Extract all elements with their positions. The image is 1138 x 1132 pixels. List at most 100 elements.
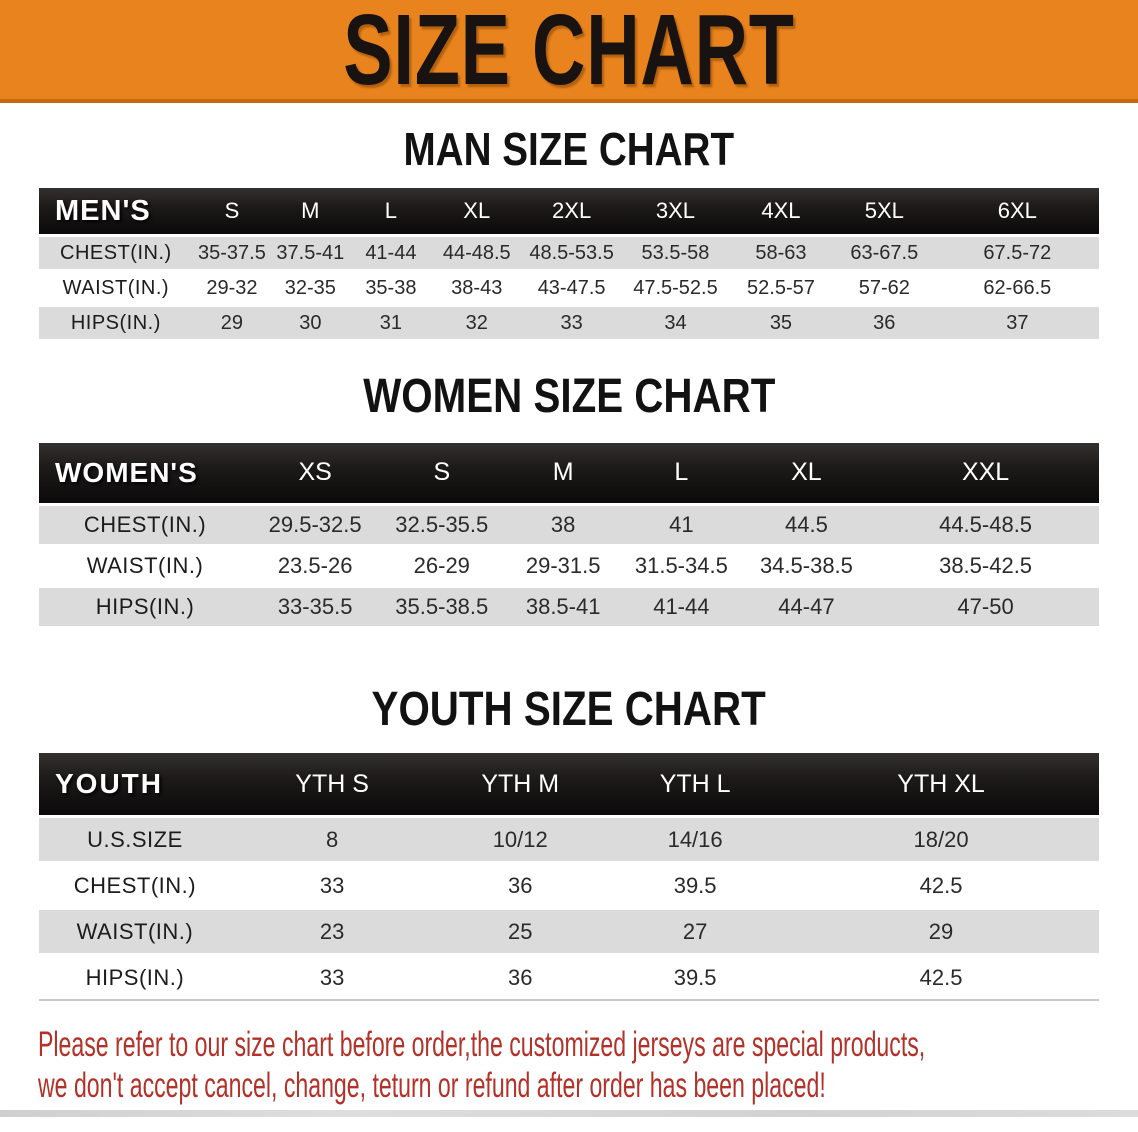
men-size-header: M [271,188,350,235]
table-row: WAIST(IN.) 23 25 27 29 [39,910,1099,954]
size-value-cell: 32-35 [271,272,350,305]
size-value-cell: 39.5 [607,956,784,1002]
table-row: WAIST(IN.) 23.5-26 26-29 29-31.5 31.5-34… [39,546,1099,585]
size-value-cell: 43-47.5 [521,272,622,305]
size-value-cell: 29.5-32.5 [251,505,380,544]
size-value-cell: 33 [521,307,622,340]
size-value-cell: 44-47 [740,587,873,626]
men-section-heading: MAN SIZE CHART [0,123,1138,175]
men-heading-text: MAN SIZE CHART [403,123,735,175]
women-corner-label: WOMEN'S [39,442,251,503]
size-value-cell: 29 [783,910,1099,954]
row-label-cell: CHEST(IN.) [39,237,193,270]
women-size-header: S [379,442,505,503]
table-row: U.S.SIZE 8 10/12 14/16 18/20 [39,818,1099,862]
women-section: WOMEN SIZE CHART WOMEN'S XS S M L XL XXL [0,370,1138,629]
size-value-cell: 37.5-41 [271,237,350,270]
size-value-cell: 41 [621,505,741,544]
size-value-cell: 33-35.5 [251,587,380,626]
size-value-cell: 67.5-72 [935,237,1099,270]
size-value-cell: 29-31.5 [504,546,622,585]
men-size-table: MEN'S S M L XL 2XL 3XL 4XL 5XL 6XL CHEST… [39,185,1099,342]
men-size-header: 3XL [621,188,729,235]
page-title: SIZE CHART [343,0,795,106]
size-value-cell: 29 [192,307,272,340]
row-label-cell: WAIST(IN.) [39,910,231,954]
size-value-cell: 14/16 [607,818,784,862]
youth-header-row: YOUTH YTH S YTH M YTH L YTH XL [39,753,1099,816]
size-value-cell: 29-32 [192,272,272,305]
table-row: WAIST(IN.) 29-32 32-35 35-38 38-43 43-47… [39,272,1099,305]
table-row: HIPS(IN.) 33 36 39.5 42.5 [39,956,1099,1002]
size-value-cell: 35-37.5 [192,237,272,270]
size-value-cell: 58-63 [729,237,833,270]
size-value-cell: 36 [832,307,936,340]
row-label-cell: WAIST(IN.) [39,546,251,585]
women-size-header: XXL [872,442,1099,503]
row-label-cell: HIPS(IN.) [39,307,193,340]
row-label-cell: HIPS(IN.) [39,587,251,626]
size-value-cell: 44.5-48.5 [872,505,1099,544]
men-size-header: 6XL [935,188,1099,235]
size-value-cell: 37 [935,307,1099,340]
youth-heading-text: YOUTH SIZE CHART [371,682,767,736]
size-value-cell: 38.5-42.5 [872,546,1099,585]
size-value-cell: 34.5-38.5 [740,546,873,585]
size-value-cell: 31 [349,307,433,340]
size-value-cell: 47.5-52.5 [621,272,729,305]
size-value-cell: 44.5 [740,505,873,544]
size-value-cell: 41-44 [349,237,433,270]
size-value-cell: 47-50 [872,587,1099,626]
size-value-cell: 34 [621,307,729,340]
size-value-cell: 36 [433,956,608,1002]
size-value-cell: 10/12 [433,818,608,862]
size-value-cell: 48.5-53.5 [521,237,622,270]
size-value-cell: 52.5-57 [729,272,833,305]
disclaimer-line-1: Please refer to our size chart before or… [38,1025,926,1065]
youth-size-header: YTH M [433,753,608,816]
size-value-cell: 32 [432,307,522,340]
youth-size-header: YTH XL [783,753,1099,816]
size-value-cell: 53.5-58 [621,237,729,270]
women-header-row: WOMEN'S XS S M L XL XXL [39,442,1099,503]
women-heading-text: WOMEN SIZE CHART [362,370,776,424]
size-value-cell: 35-38 [349,272,433,305]
size-value-cell: 36 [433,864,608,908]
size-value-cell: 33 [230,956,434,1002]
women-size-header: XS [251,442,380,503]
size-value-cell: 38 [504,505,622,544]
size-value-cell: 31.5-34.5 [621,546,741,585]
table-row: HIPS(IN.) 33-35.5 35.5-38.5 38.5-41 41-4… [39,587,1099,626]
size-value-cell: 30 [271,307,350,340]
youth-size-header: YTH L [607,753,784,816]
women-size-header: XL [740,442,873,503]
row-label-cell: CHEST(IN.) [39,864,231,908]
size-value-cell: 38.5-41 [504,587,622,626]
size-value-cell: 23.5-26 [251,546,380,585]
men-corner-label: MEN'S [39,188,193,235]
size-value-cell: 23 [230,910,434,954]
size-value-cell: 41-44 [621,587,741,626]
table-row: HIPS(IN.) 29 30 31 32 33 34 35 36 37 [39,307,1099,340]
size-value-cell: 42.5 [783,864,1099,908]
size-value-cell: 35 [729,307,833,340]
size-value-cell: 38-43 [432,272,522,305]
men-size-header: 4XL [729,188,833,235]
banner: SIZE CHART [0,0,1138,103]
women-section-heading: WOMEN SIZE CHART [0,370,1138,424]
size-value-cell: 35.5-38.5 [379,587,505,626]
table-row: CHEST(IN.) 35-37.5 37.5-41 41-44 44-48.5… [39,237,1099,270]
women-size-table: WOMEN'S XS S M L XL XXL CHEST(IN.) 29.5-… [39,440,1099,629]
youth-section-heading: YOUTH SIZE CHART [0,682,1138,736]
row-label-cell: WAIST(IN.) [39,272,193,305]
size-value-cell: 32.5-35.5 [379,505,505,544]
disclaimer-text: Please refer to our size chart before or… [0,1024,1138,1106]
men-header-row: MEN'S S M L XL 2XL 3XL 4XL 5XL 6XL [39,188,1099,235]
size-value-cell: 26-29 [379,546,505,585]
men-size-header: S [192,188,272,235]
youth-size-header: YTH S [230,753,434,816]
disclaimer-line-2: we don't accept cancel, change, teturn o… [38,1066,826,1106]
men-size-header: 2XL [521,188,622,235]
men-size-header: L [349,188,433,235]
